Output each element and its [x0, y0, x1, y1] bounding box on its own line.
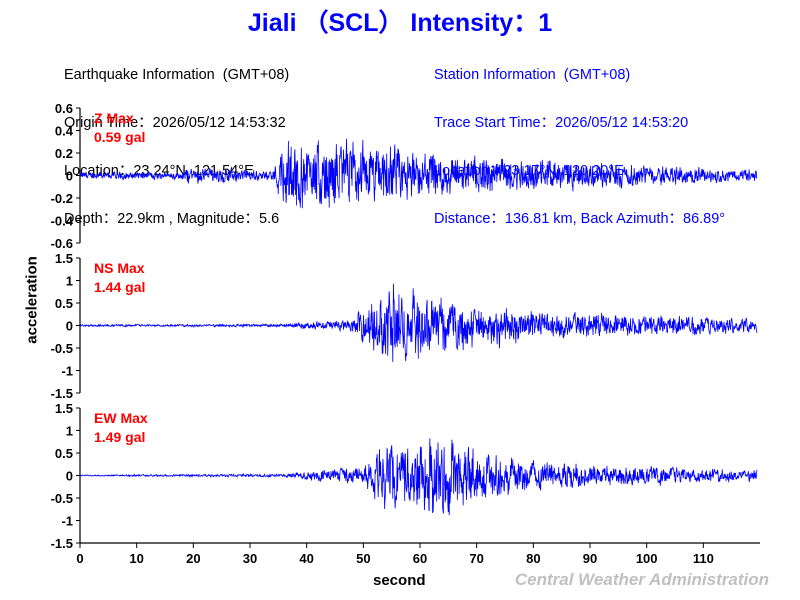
station-heading: Station Information (GMT+08) [434, 67, 631, 83]
y-tick-label: 0 [66, 169, 73, 184]
max-value-z: 0.59 gal [94, 129, 145, 145]
x-tick-label: 10 [129, 551, 143, 566]
page-title: Jiali （SCL） Intensity：1 [247, 9, 553, 37]
y-tick-label: 0.2 [55, 146, 73, 161]
max-label-z: Z Max [94, 110, 134, 126]
y-tick-label: 1.5 [55, 401, 73, 416]
x-tick-label: 40 [299, 551, 313, 566]
x-tick-label: 20 [186, 551, 200, 566]
y-tick-label: 0 [66, 319, 73, 334]
x-tick-label: 70 [469, 551, 483, 566]
max-label-ew: EW Max [94, 410, 148, 426]
trace-start-time: Trace Start Time：2026/05/12 14:53:20 [434, 115, 689, 131]
x-tick-label: 30 [243, 551, 257, 566]
distance-azimuth: Distance：136.81 km, Back Azimuth：86.89° [434, 211, 726, 227]
x-tick-label: 50 [356, 551, 370, 566]
y-tick-label: 0.4 [55, 124, 74, 139]
x-tick-label: 0 [76, 551, 83, 566]
earthquake-info: Earthquake Information (GMT+08) Origin T… [64, 35, 289, 243]
x-tick-label: 100 [636, 551, 658, 566]
y-tick-label: -0.2 [51, 191, 73, 206]
origin-time: Origin Time：2026/05/12 14:53:32 [64, 115, 286, 131]
y-tick-label: -0.4 [51, 214, 74, 229]
y-tick-label: 0.5 [55, 296, 73, 311]
y-tick-label: -0.5 [51, 341, 73, 356]
agency-credit: Central Weather Administration [514, 570, 769, 589]
y-tick-label: -0.5 [51, 491, 73, 506]
y-tick-label: -0.6 [51, 236, 73, 251]
y-tick-label: 1 [66, 424, 73, 439]
y-tick-label: -1.5 [51, 536, 73, 551]
y-tick-label: -1 [61, 364, 73, 379]
y-axis-label: acceleration [23, 256, 41, 344]
waveform-ew [79, 438, 758, 516]
y-tick-label: 1 [66, 274, 73, 289]
y-tick-label: -1.5 [51, 386, 73, 401]
depth-magnitude: Depth：22.9km , Magnitude：5.6 [64, 211, 280, 227]
max-label-ns: NS Max [94, 260, 145, 276]
y-tick-label: 0.5 [55, 446, 73, 461]
station-info: Station Information (GMT+08) Trace Start… [434, 35, 725, 243]
waveform-ns [79, 283, 758, 363]
x-tick-label: 60 [413, 551, 427, 566]
x-tick-label: 80 [526, 551, 540, 566]
max-value-ns: 1.44 gal [94, 279, 145, 295]
x-axis-label: second [373, 572, 426, 589]
max-value-ew: 1.49 gal [94, 429, 145, 445]
earthquake-heading: Earthquake Information (GMT+08) [64, 67, 290, 83]
x-tick-label: 110 [693, 551, 714, 566]
y-tick-label: 0 [66, 469, 73, 484]
waveform-z [79, 138, 758, 209]
x-tick-label: 90 [583, 551, 597, 566]
y-tick-label: -1 [61, 514, 73, 529]
y-tick-label: 1.5 [55, 251, 73, 266]
y-tick-label: 0.6 [55, 101, 73, 116]
